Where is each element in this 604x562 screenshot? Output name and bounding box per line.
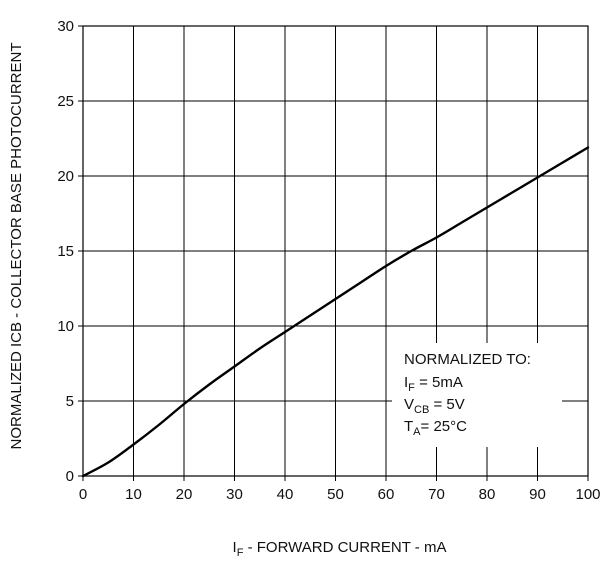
y-tick-label-1: 5 <box>66 393 74 410</box>
y-tick-label-3: 15 <box>57 243 74 260</box>
y-tick-label-5: 25 <box>57 93 74 110</box>
x-tick-label-6: 60 <box>378 486 395 503</box>
x-tick-label-4: 40 <box>277 486 294 503</box>
x-tick-label-9: 90 <box>529 486 546 503</box>
x-tick-label-3: 30 <box>226 486 243 503</box>
annotation-line-1: VCB = 5V <box>404 396 465 416</box>
annotation-heading: NORMALIZED TO: <box>404 351 531 368</box>
x-tick-label-1: 10 <box>125 486 142 503</box>
y-tick-label-4: 20 <box>57 168 74 185</box>
x-tick-label-7: 70 <box>428 486 445 503</box>
x-tick-label-8: 80 <box>479 486 496 503</box>
series-line-normalized-icb <box>81 146 590 478</box>
y-axis-title: NORMALIZED ICB - COLLECTOR BASE PHOTOCUR… <box>8 42 25 449</box>
plot-frame <box>82 25 589 477</box>
y-tick-labels: 0 5 10 15 20 25 30 <box>57 18 74 485</box>
y-tick-label-0: 0 <box>66 468 74 485</box>
x-tick-label-5: 50 <box>327 486 344 503</box>
x-tick-labels: 0 10 20 30 40 50 60 70 80 90 100 <box>79 486 601 503</box>
x-axis-title-rest: - FORWARD CURRENT - mA <box>243 539 446 556</box>
annotation-line-2: TA= 25°C <box>404 418 467 438</box>
y-tick-label-6: 30 <box>57 18 74 35</box>
x-tick-label-0: 0 <box>79 486 87 503</box>
x-tick-label-2: 20 <box>176 486 193 503</box>
annotation-line-0: IF = 5mA <box>404 374 463 394</box>
y-tick-label-2: 10 <box>57 318 74 335</box>
x-axis-title-sub: F <box>237 547 244 559</box>
annotation-background <box>392 343 562 447</box>
x-tick-label-10: 100 <box>575 486 600 503</box>
x-axis-title-main: I <box>233 539 237 556</box>
x-axis-title: IF - FORWARD CURRENT - mA <box>233 539 447 559</box>
